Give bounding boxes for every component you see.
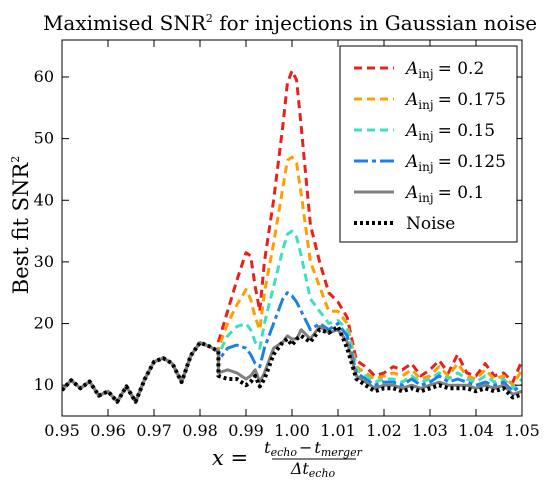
series-line-1 — [62, 155, 522, 404]
legend-box — [339, 45, 518, 243]
svg-text:techo−tmerger: techo − tmerger — [264, 438, 362, 459]
legend-label-0: Ainj = 0.2 — [404, 59, 484, 81]
svg-text:x =: x = — [212, 446, 248, 470]
x-tick-label: 0.97 — [136, 421, 172, 440]
x-tick-label: 1.01 — [320, 421, 356, 440]
x-tick-label: 0.98 — [182, 421, 218, 440]
y-tick-label: 20 — [34, 314, 54, 333]
x-tick-label: 0.95 — [44, 421, 80, 440]
x-tick-label: 1.04 — [458, 421, 494, 440]
y-axis-label: Best fit SNR2 — [9, 156, 33, 294]
x-tick-label: 1.02 — [366, 421, 402, 440]
x-axis-label: x = techo − tmerger Δtecho — [212, 438, 363, 480]
legend-label-1: Ainj = 0.175 — [404, 90, 506, 112]
x-tick-label: 1.05 — [504, 421, 540, 440]
legend-label-4: Ainj = 0.1 — [404, 183, 484, 205]
legend-label-5: Noise — [406, 214, 455, 234]
x-tick-label: 0.99 — [228, 421, 264, 440]
legend-label-2: Ainj = 0.15 — [404, 121, 495, 143]
y-tick-label: 40 — [34, 190, 54, 209]
y-tick-label: 30 — [34, 252, 54, 271]
y-tick-label: 50 — [34, 129, 54, 148]
x-tick-label: 0.96 — [90, 421, 126, 440]
svg-text:Δtecho: Δtecho — [290, 459, 336, 480]
series-line-2 — [62, 229, 522, 404]
x-tick-label: 1.03 — [412, 421, 448, 440]
y-tick-label: 60 — [34, 67, 54, 86]
y-tick-label: 10 — [34, 375, 54, 394]
legend: Ainj = 0.2 Ainj = 0.175 Ainj = 0.15 Ainj = 0.12… — [339, 45, 518, 243]
chart-title: Maximised SNR2 for injections in Gaussia… — [43, 11, 537, 35]
series-line-5 — [62, 324, 522, 404]
axis-ticks: 0.95 0.96 0.97 0.98 0.99 1.00 1.01 1.02 1.03 1.04… — [34, 40, 540, 440]
legend-label-3: Ainj = 0.125 — [404, 152, 506, 174]
x-tick-label: 1.00 — [274, 421, 310, 440]
